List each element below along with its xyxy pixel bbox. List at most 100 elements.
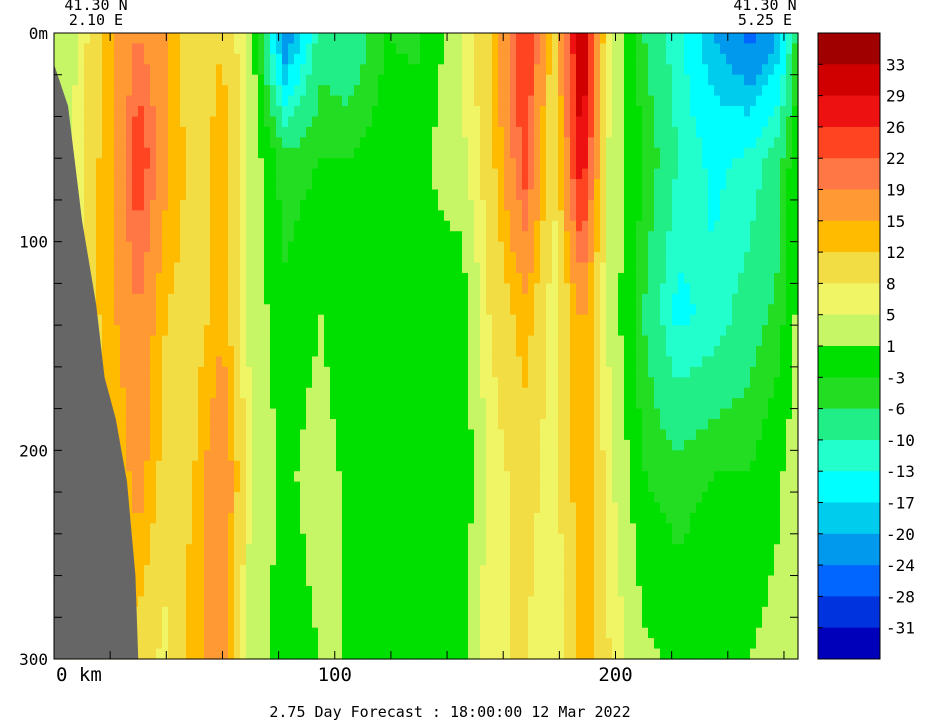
heatmap-cell <box>492 366 499 378</box>
heatmap-cell <box>378 53 385 65</box>
heatmap-cell <box>672 64 679 76</box>
heatmap-cell <box>792 346 799 358</box>
heatmap-cell <box>330 335 337 347</box>
heatmap-cell <box>606 74 613 86</box>
heatmap-cell <box>324 304 331 316</box>
heatmap-cell <box>180 429 187 441</box>
heatmap-cell <box>732 304 739 316</box>
heatmap-cell <box>330 366 337 378</box>
heatmap-cell <box>588 199 595 211</box>
heatmap-cell <box>696 33 703 45</box>
heatmap-cell <box>732 168 739 180</box>
heatmap-cell <box>786 293 793 305</box>
heatmap-cell <box>102 272 109 284</box>
heatmap-cell <box>642 116 649 128</box>
heatmap-cell <box>606 126 613 138</box>
heatmap-cell <box>426 95 433 107</box>
heatmap-cell <box>600 398 607 410</box>
heatmap-cell <box>774 179 781 191</box>
heatmap-cell <box>522 179 529 191</box>
heatmap-cell <box>558 398 565 410</box>
heatmap-cell <box>354 231 361 243</box>
heatmap-cell <box>270 43 277 55</box>
heatmap-cell <box>786 126 793 138</box>
heatmap-cell <box>582 210 589 222</box>
heatmap-cell <box>162 419 169 431</box>
heatmap-cell <box>720 408 727 420</box>
heatmap-cell <box>330 387 337 399</box>
heatmap-cell <box>276 43 283 55</box>
heatmap-cell <box>258 210 265 222</box>
heatmap-cell <box>708 106 715 118</box>
heatmap-cell <box>792 126 799 138</box>
heatmap-cell <box>582 33 589 45</box>
heatmap-cell <box>636 43 643 55</box>
heatmap-cell <box>192 429 199 441</box>
heatmap-cell <box>258 398 265 410</box>
heatmap-cell <box>102 95 109 107</box>
heatmap-cell <box>258 356 265 368</box>
heatmap-cell <box>492 33 499 45</box>
heatmap-cell <box>750 272 757 284</box>
heatmap-cell <box>102 85 109 97</box>
heatmap-cell <box>282 231 289 243</box>
heatmap-cell <box>450 231 457 243</box>
heatmap-cell <box>750 158 757 170</box>
heatmap-cell <box>330 168 337 180</box>
heatmap-cell <box>684 147 691 159</box>
heatmap-cell <box>462 74 469 86</box>
heatmap-cell <box>240 325 247 337</box>
heatmap-cell <box>762 252 769 264</box>
heatmap-cell <box>360 314 367 326</box>
heatmap-cell <box>522 439 529 451</box>
heatmap-cell <box>372 439 379 451</box>
heatmap-cell <box>672 220 679 232</box>
heatmap-cell <box>600 252 607 264</box>
heatmap-cell <box>414 398 421 410</box>
heatmap-cell <box>696 439 703 451</box>
heatmap-cell <box>114 189 121 201</box>
heatmap-cell <box>672 116 679 128</box>
heatmap-cell <box>714 429 721 441</box>
heatmap-cell <box>486 408 493 420</box>
heatmap-cell <box>120 398 127 410</box>
heatmap-cell <box>210 262 217 274</box>
heatmap-cell <box>522 283 529 295</box>
heatmap-cell <box>642 137 649 149</box>
heatmap-cell <box>708 137 715 149</box>
heatmap-cell <box>210 64 217 76</box>
heatmap-cell <box>198 262 205 274</box>
heatmap-cell <box>774 252 781 264</box>
heatmap-cell <box>468 272 475 284</box>
heatmap-cell <box>792 210 799 222</box>
heatmap-cell <box>642 335 649 347</box>
heatmap-cell <box>480 356 487 368</box>
heatmap-cell <box>210 366 217 378</box>
heatmap-cell <box>408 43 415 55</box>
heatmap-cell <box>480 262 487 274</box>
heatmap-cell <box>552 189 559 201</box>
heatmap-cell <box>546 116 553 128</box>
heatmap-cell <box>654 210 661 222</box>
heatmap-cell <box>84 64 91 76</box>
heatmap-cell <box>528 272 535 284</box>
heatmap-cell <box>696 377 703 389</box>
heatmap-cell <box>372 85 379 97</box>
heatmap-cell <box>222 64 229 76</box>
heatmap-cell <box>630 53 637 65</box>
heatmap-cell <box>534 398 541 410</box>
heatmap-cell <box>456 189 463 201</box>
heatmap-cell <box>474 293 481 305</box>
heatmap-cell <box>678 199 685 211</box>
heatmap-cell <box>150 398 157 410</box>
heatmap-cell <box>672 33 679 45</box>
heatmap-cell <box>186 387 193 399</box>
heatmap-cell <box>462 429 469 441</box>
heatmap-cell <box>468 252 475 264</box>
heatmap-cell <box>666 106 673 118</box>
heatmap-cell <box>426 231 433 243</box>
heatmap-cell <box>738 293 745 305</box>
heatmap-cell <box>600 85 607 97</box>
heatmap-cell <box>288 74 295 86</box>
heatmap-cell <box>600 439 607 451</box>
